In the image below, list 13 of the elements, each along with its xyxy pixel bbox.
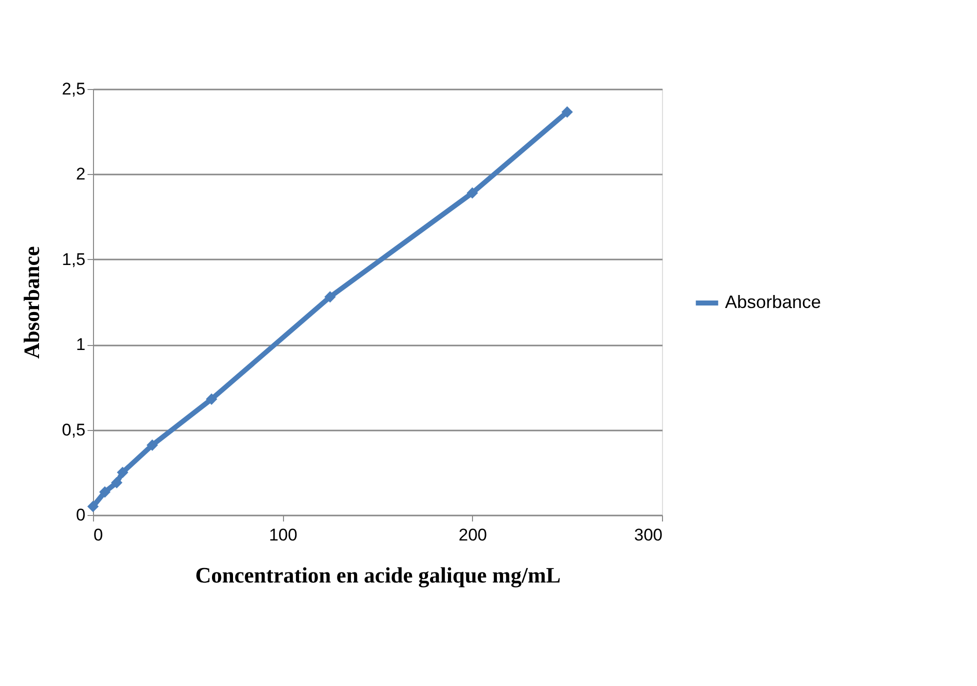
x-tick-label: 300 (634, 526, 662, 544)
y-tick-label: 2 (76, 164, 86, 184)
y-tick-label: 0,5 (62, 420, 86, 440)
x-axis-title: Concentration en acide galique mg/mL (195, 562, 561, 588)
x-tick-label: 200 (458, 526, 488, 544)
y-tick-label: 1,5 (62, 250, 86, 269)
legend-label: Absorbance (725, 292, 822, 312)
y-tick-label: 2,5 (62, 80, 86, 98)
y-axis-title: Absorbance (18, 246, 44, 359)
y-tick-label: 0 (76, 506, 86, 524)
x-tick-label: 0 (94, 526, 103, 544)
x-tick-label: 100 (268, 526, 298, 544)
y-tick-label: 1 (76, 335, 86, 354)
